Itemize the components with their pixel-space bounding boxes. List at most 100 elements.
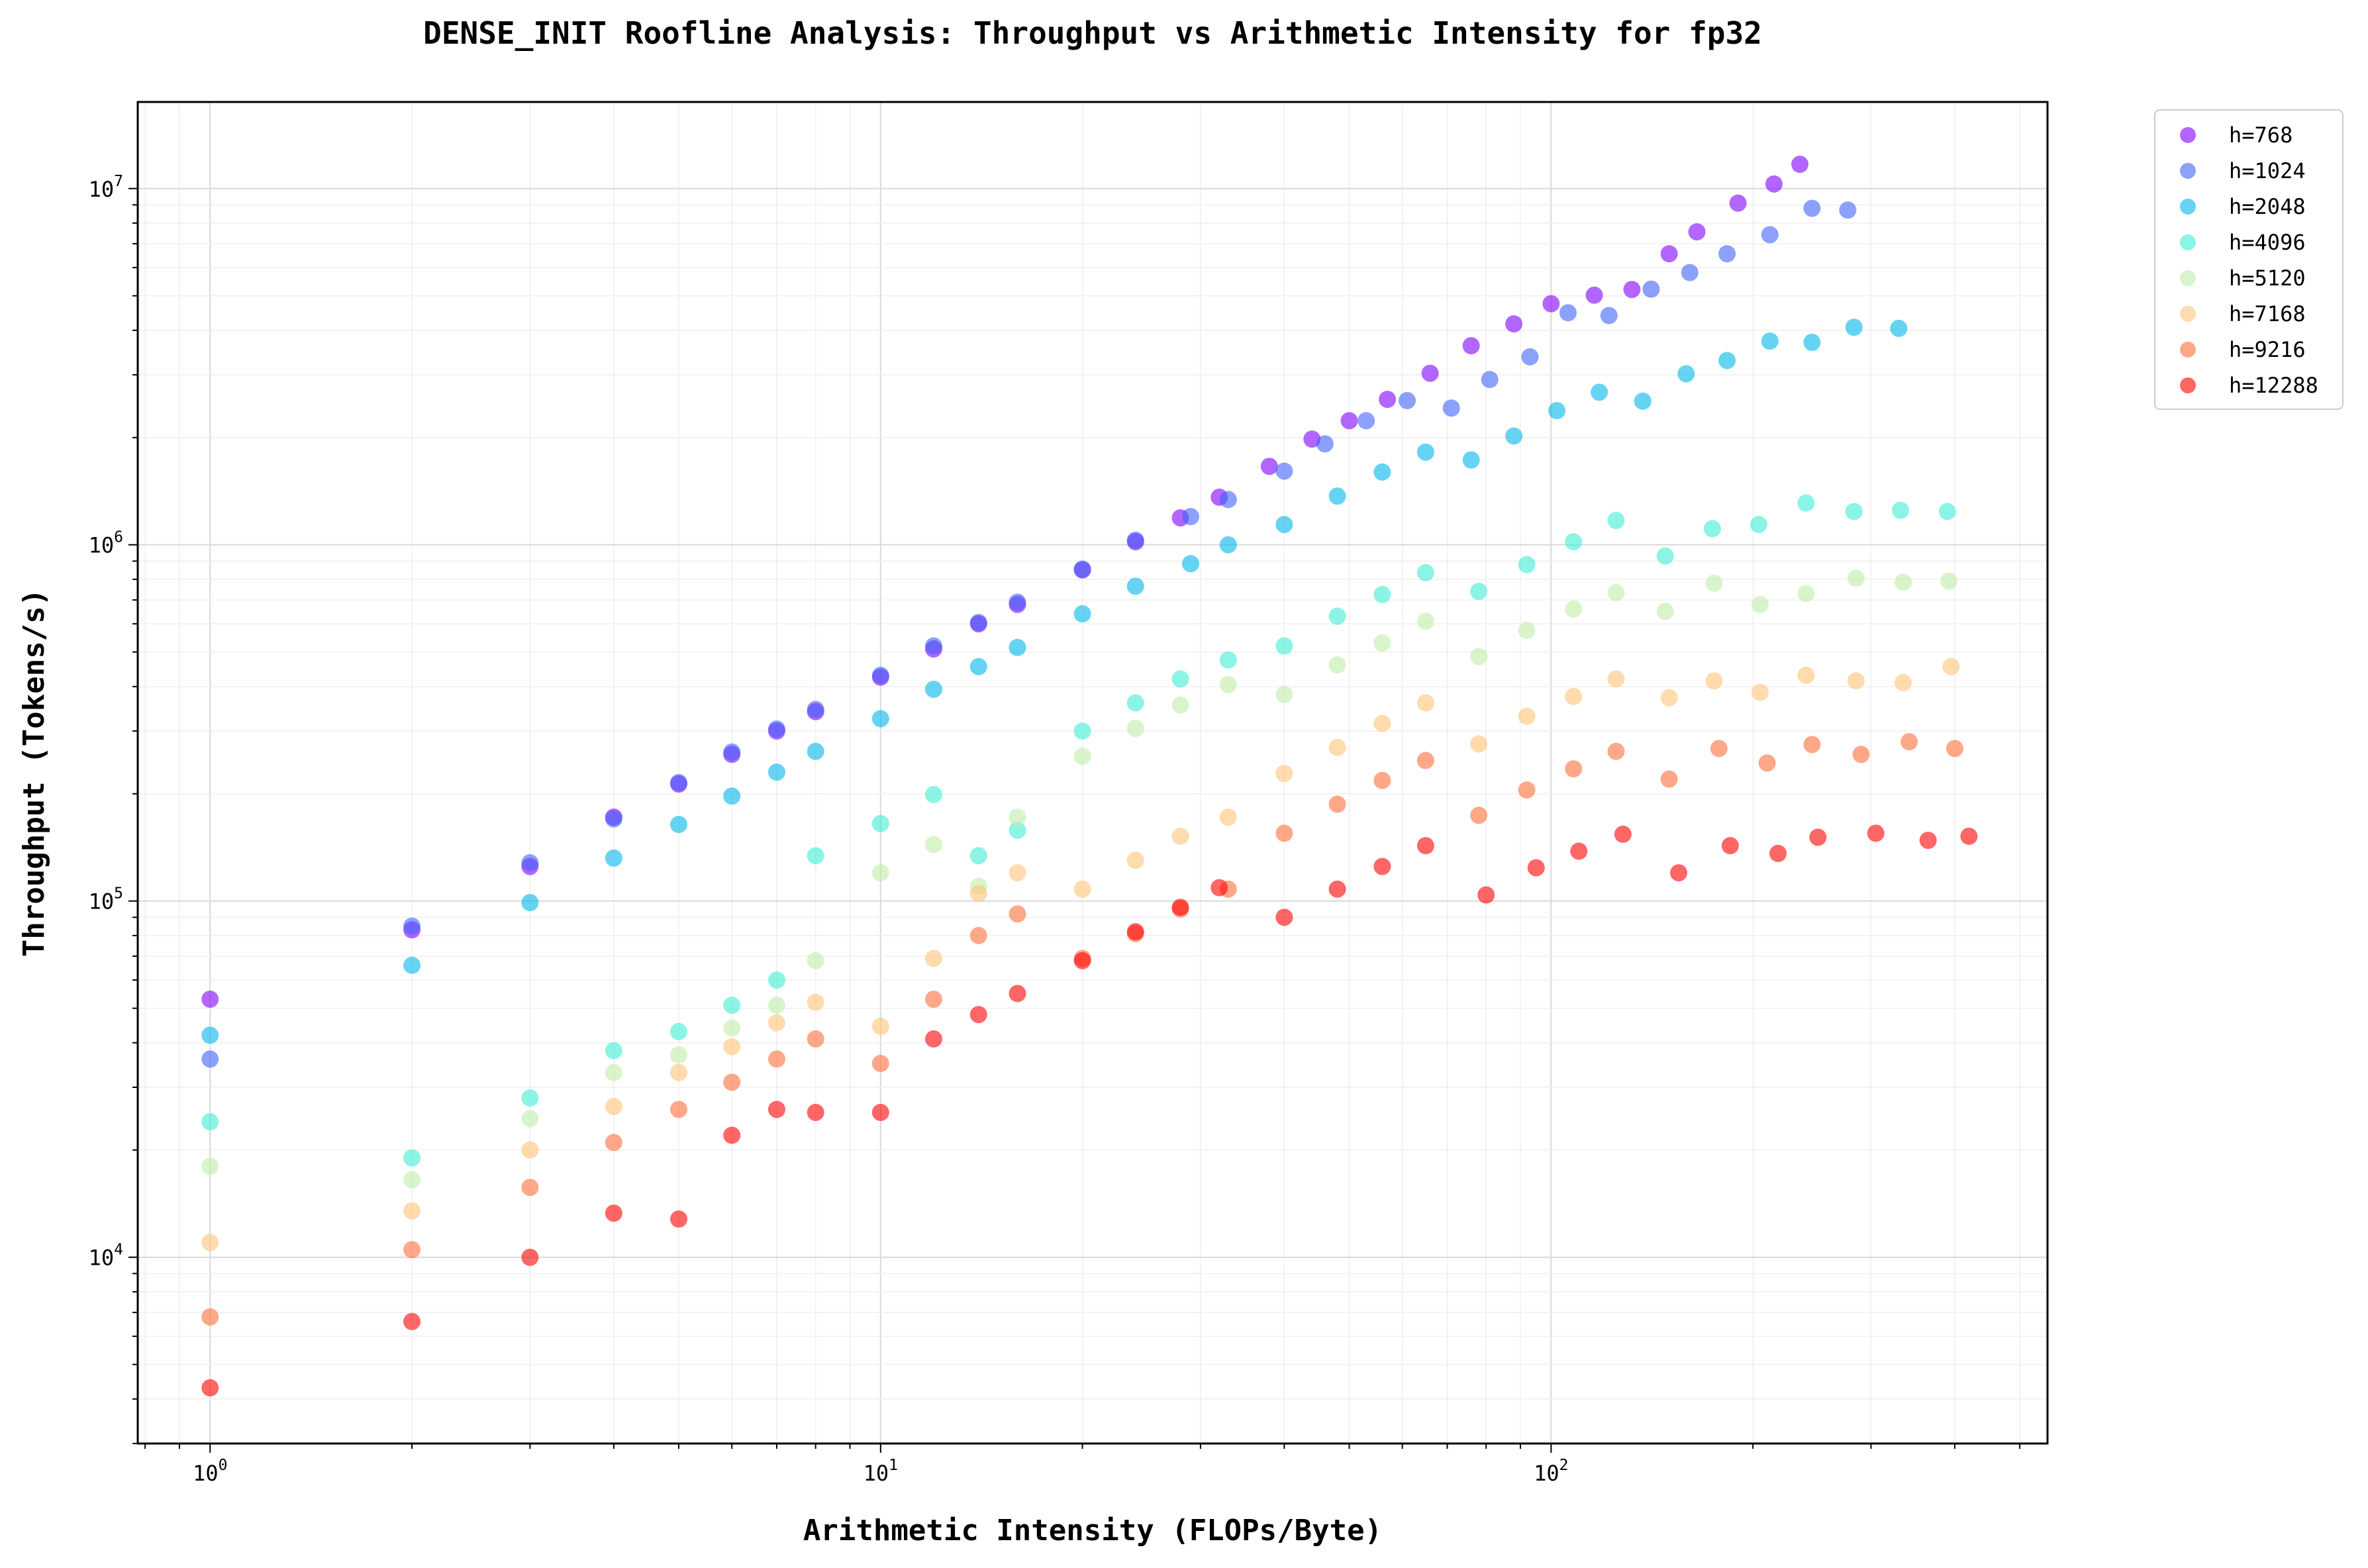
data-point xyxy=(1565,687,1583,705)
data-point xyxy=(1219,808,1237,826)
data-point xyxy=(1607,742,1625,760)
y-tick-label-base: 10 xyxy=(89,889,115,914)
data-point xyxy=(1462,451,1480,469)
data-point xyxy=(201,991,219,1008)
data-point xyxy=(1942,658,1960,675)
data-point xyxy=(521,854,539,872)
data-point xyxy=(1373,714,1391,732)
data-point xyxy=(521,1110,539,1128)
data-point xyxy=(1839,201,1857,219)
data-point xyxy=(1126,852,1144,869)
data-point xyxy=(1750,516,1767,534)
series-h=768 xyxy=(201,156,1809,1008)
y-tick-label-exponent: 6 xyxy=(114,529,123,546)
data-point xyxy=(1845,503,1863,520)
data-point xyxy=(1542,295,1560,313)
data-point xyxy=(669,773,687,791)
data-point xyxy=(1171,696,1189,714)
data-point xyxy=(1073,880,1091,898)
series-h=2048 xyxy=(201,318,1908,1044)
data-point xyxy=(1751,683,1769,701)
series-h=1024 xyxy=(201,199,1857,1068)
data-point xyxy=(871,1103,889,1121)
y-tick-label-exponent: 5 xyxy=(114,885,123,903)
data-point xyxy=(1416,443,1434,461)
data-point xyxy=(669,1022,687,1040)
legend-label: h=1024 xyxy=(2229,158,2306,183)
data-point xyxy=(1505,427,1523,445)
data-point xyxy=(605,1063,622,1081)
data-point xyxy=(1718,245,1736,263)
data-point xyxy=(1607,512,1625,530)
data-point xyxy=(605,1134,622,1152)
y-tick-label-base: 10 xyxy=(89,1246,115,1271)
data-point xyxy=(1518,707,1536,725)
data-point xyxy=(723,1126,741,1144)
data-point xyxy=(1565,533,1583,551)
legend-marker xyxy=(2180,306,2196,322)
data-point xyxy=(1073,748,1091,765)
data-point xyxy=(201,1050,219,1068)
data-point xyxy=(1803,199,1821,217)
data-point xyxy=(1416,694,1434,712)
data-point xyxy=(1328,880,1346,898)
data-point xyxy=(1275,765,1293,783)
data-point xyxy=(1703,520,1721,538)
data-point xyxy=(1521,348,1539,366)
data-point xyxy=(1275,685,1293,703)
legend-label: h=768 xyxy=(2229,122,2293,148)
data-point xyxy=(521,1248,539,1266)
data-point xyxy=(1470,807,1488,824)
data-point xyxy=(871,710,889,728)
series-h=4096 xyxy=(201,494,1956,1167)
data-point xyxy=(1527,859,1545,877)
data-point xyxy=(1591,383,1608,401)
data-point xyxy=(201,1379,219,1396)
y-tick-label-exponent: 7 xyxy=(114,173,123,190)
data-point xyxy=(403,1171,421,1189)
data-point xyxy=(1660,770,1678,788)
data-point xyxy=(871,814,889,832)
data-point xyxy=(1919,832,1937,850)
data-point xyxy=(1600,307,1618,324)
data-point xyxy=(1009,808,1026,826)
data-point xyxy=(1634,392,1652,410)
data-point xyxy=(1416,837,1434,855)
data-point xyxy=(807,993,824,1011)
data-point xyxy=(723,743,741,761)
data-point xyxy=(669,816,687,834)
data-point xyxy=(1182,555,1200,573)
data-point xyxy=(669,1101,687,1118)
legend-marker xyxy=(2180,127,2196,143)
data-point xyxy=(1803,334,1821,352)
data-point xyxy=(1607,670,1625,688)
points-layer xyxy=(201,156,1978,1396)
data-point xyxy=(1275,637,1293,655)
data-point xyxy=(1275,516,1293,534)
data-point xyxy=(1705,672,1723,690)
data-point xyxy=(1328,795,1346,813)
data-point xyxy=(1656,547,1674,565)
data-point xyxy=(403,1149,421,1167)
data-point xyxy=(969,1006,987,1024)
data-point xyxy=(723,1073,741,1091)
data-point xyxy=(1373,463,1391,481)
x-tick-label: 100 xyxy=(193,1457,227,1486)
data-point xyxy=(1073,952,1091,969)
legend-label: h=4096 xyxy=(2229,230,2306,255)
data-point xyxy=(521,1141,539,1159)
data-point xyxy=(1852,746,1870,763)
data-point xyxy=(1718,352,1736,369)
data-point xyxy=(1009,638,1026,656)
data-point xyxy=(1791,156,1809,173)
data-point xyxy=(807,952,824,969)
data-point xyxy=(1009,985,1026,1003)
y-tick-label: 105 xyxy=(89,885,123,914)
data-point xyxy=(521,894,539,912)
data-point xyxy=(1328,607,1346,625)
data-point xyxy=(1845,318,1863,336)
data-point xyxy=(1769,844,1787,862)
legend-marker xyxy=(2180,270,2196,286)
data-point xyxy=(969,614,987,632)
data-point xyxy=(1761,332,1779,350)
